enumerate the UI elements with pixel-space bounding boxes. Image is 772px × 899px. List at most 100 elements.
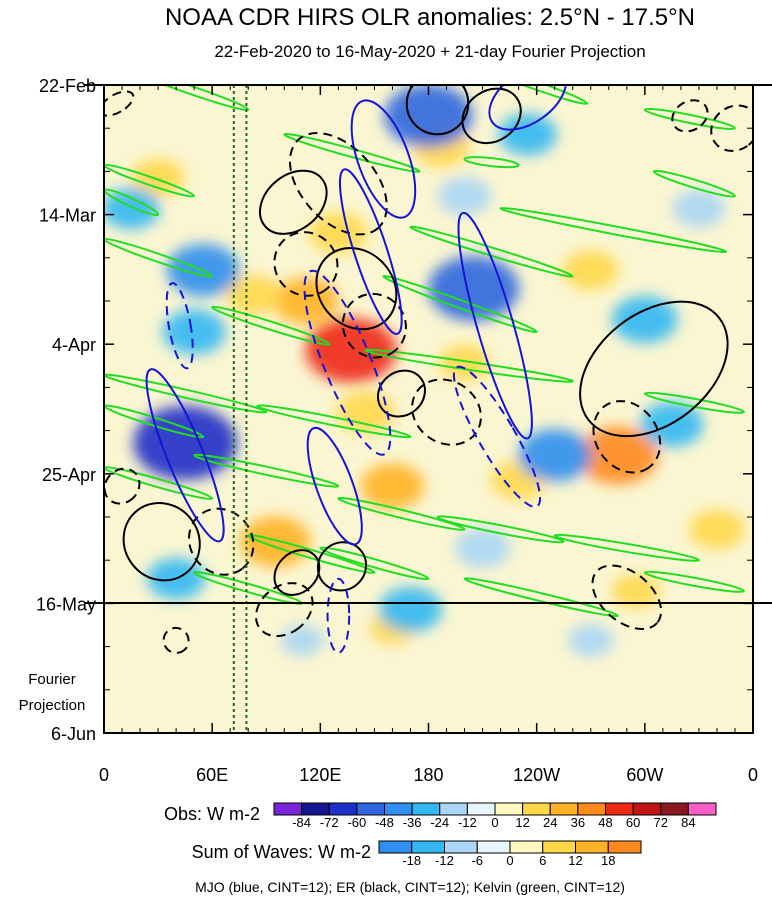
obs-colorbar-tick-label: 24 bbox=[543, 815, 557, 830]
er-contour bbox=[341, 292, 407, 359]
mjo-contour bbox=[488, 85, 567, 131]
kelvin-contour bbox=[436, 515, 565, 544]
obs-colorbar-tick-label: -12 bbox=[458, 815, 477, 830]
kelvin-contour bbox=[463, 156, 520, 169]
obs-colorbar-box bbox=[577, 802, 606, 816]
er-contour bbox=[273, 549, 321, 596]
waves-colorbar-boxes bbox=[378, 840, 642, 854]
x-tick-label: 180 bbox=[413, 765, 443, 785]
anomaly-blob bbox=[439, 344, 490, 381]
obs-colorbar-box bbox=[687, 802, 717, 816]
plot-area bbox=[104, 85, 753, 733]
chart-subtitle: 22-Feb-2020 to 16-May-2020 + 21-day Four… bbox=[214, 42, 645, 61]
obs-colorbar: Obs: W m-2 -84 -72 -60 -48 -36 -24 -12 0 12 24 36 4… bbox=[164, 802, 717, 830]
x-tick-label: 120E bbox=[299, 765, 341, 785]
kelvin-contour bbox=[499, 207, 727, 253]
er-contour bbox=[461, 87, 522, 145]
obs-colorbar-tick-label: 60 bbox=[626, 815, 640, 830]
er-contour bbox=[288, 132, 388, 236]
anomaly-blob bbox=[162, 309, 226, 355]
kelvin-contour bbox=[643, 570, 745, 593]
mjo-contour bbox=[350, 99, 417, 219]
waves-colorbar-box bbox=[444, 840, 478, 854]
er-contour bbox=[104, 90, 135, 117]
waves-colorbar-box bbox=[476, 840, 511, 854]
obs-colorbar-box bbox=[605, 802, 634, 816]
mjo-contour bbox=[303, 269, 392, 456]
chart-title: NOAA CDR HIRS OLR anomalies: 2.5°N - 17.… bbox=[165, 4, 695, 31]
anomaly-blob bbox=[577, 426, 659, 485]
anomaly-blob bbox=[131, 158, 185, 197]
anomaly-blob bbox=[273, 277, 339, 325]
mjo-contour bbox=[452, 365, 542, 508]
obs-colorbar-tick-label: 0 bbox=[491, 815, 498, 830]
waves-colorbar-tick-label: -18 bbox=[402, 853, 421, 868]
obs-colorbar-tick-label: -72 bbox=[320, 815, 339, 830]
anomaly-blob bbox=[104, 187, 161, 230]
waves-colorbar-tick-labels: -18 -12 -6 0 6 12 18 bbox=[402, 853, 615, 868]
obs-colorbar-box bbox=[660, 802, 689, 816]
anomaly-blob bbox=[309, 212, 368, 254]
obs-colorbar-tick-label: -60 bbox=[347, 815, 366, 830]
kelvin-contour bbox=[247, 534, 376, 574]
er-contour bbox=[273, 231, 339, 297]
obs-colorbar-tick-label: -84 bbox=[292, 815, 311, 830]
kelvin-contour bbox=[104, 404, 205, 439]
obs-colorbar-box bbox=[356, 802, 385, 816]
footer-legend: MJO (blue, CINT=12); ER (black, CINT=12)… bbox=[195, 879, 625, 895]
obs-colorbar-box bbox=[549, 802, 579, 816]
er-contour bbox=[671, 99, 709, 133]
er-contour bbox=[122, 502, 201, 582]
er-contour bbox=[187, 507, 255, 576]
anomaly-blob bbox=[360, 463, 425, 509]
kelvin-contour bbox=[553, 533, 700, 562]
x-tick-label: 120W bbox=[513, 765, 560, 785]
y-tick-label: 14-Mar bbox=[39, 206, 96, 226]
waves-colorbar-box bbox=[378, 840, 413, 854]
er-contour bbox=[411, 378, 482, 446]
obs-colorbar-box bbox=[328, 802, 358, 816]
kelvin-contour bbox=[463, 577, 619, 618]
waves-colorbar-box bbox=[542, 840, 576, 854]
projection-label-line-1: Fourier bbox=[28, 671, 76, 688]
obs-colorbar-box bbox=[301, 802, 330, 816]
waves-colorbar-tick-label: -12 bbox=[435, 853, 454, 868]
y-tick-label: 6-Jun bbox=[51, 724, 96, 744]
kelvin-contour bbox=[652, 169, 736, 198]
er-contour bbox=[162, 626, 190, 654]
anomaly-blob bbox=[437, 177, 492, 216]
mjo-contour bbox=[326, 577, 351, 654]
obs-colorbar-box bbox=[466, 802, 496, 816]
waves-colorbar-tick-label: -6 bbox=[471, 853, 483, 868]
y-axis: 22-Feb 14-Mar 4-Apr 25-Apr 16-May 6-Jun bbox=[36, 76, 753, 744]
mjo-contour bbox=[338, 168, 403, 335]
waves-colorbar-tick-label: 6 bbox=[539, 853, 546, 868]
kelvin-contour bbox=[319, 546, 430, 581]
er-contour bbox=[255, 582, 314, 638]
mjo-contour bbox=[145, 368, 225, 543]
anomaly-blob bbox=[689, 509, 745, 550]
obs-colorbar-tick-label: 84 bbox=[681, 815, 695, 830]
obs-colorbar-tick-label: 72 bbox=[654, 815, 668, 830]
reference-longitude-lines bbox=[232, 85, 248, 733]
obs-colorbar-tick-label: -48 bbox=[375, 815, 394, 830]
y-tick-label: 16-May bbox=[36, 594, 96, 614]
anomaly-blob bbox=[518, 429, 592, 482]
obs-colorbar-label: Obs: W m-2 bbox=[164, 804, 260, 824]
kelvin-contour bbox=[364, 348, 574, 383]
anomaly-blob bbox=[225, 274, 282, 315]
kelvin-contour bbox=[139, 85, 250, 112]
anomaly-blob bbox=[280, 625, 324, 656]
anomaly-blob bbox=[611, 573, 660, 609]
anomaly-blob bbox=[305, 317, 397, 383]
obs-colorbar-tick-label: 48 bbox=[598, 815, 612, 830]
er-contour bbox=[315, 247, 398, 331]
kelvin-contour bbox=[104, 466, 214, 500]
x-tick-label: 0 bbox=[99, 765, 109, 785]
obs-colorbar-tick-label: -24 bbox=[430, 815, 449, 830]
er-contour bbox=[405, 85, 470, 136]
kelvin-contour bbox=[104, 237, 214, 278]
er-contour bbox=[579, 300, 729, 438]
x-tick-label: 60W bbox=[626, 765, 663, 785]
